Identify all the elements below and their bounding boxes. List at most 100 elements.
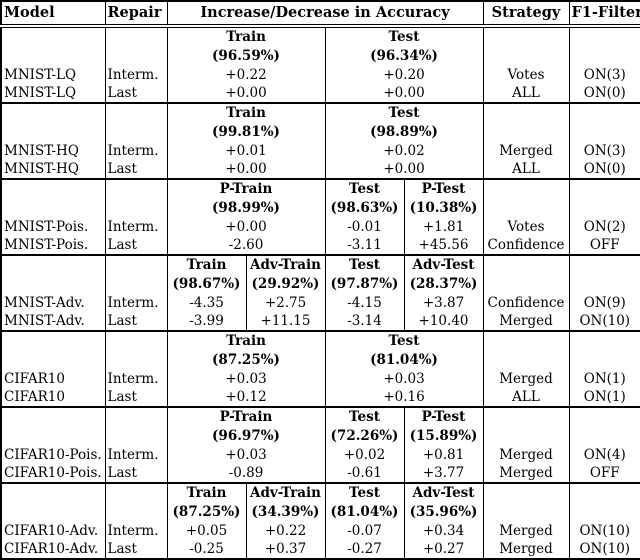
subheader-pct-row: (98.67%) (29.92%) (97.87%) (28.37%) bbox=[0, 275, 640, 294]
empty-cell bbox=[0, 47, 106, 66]
accuracy-col-pct: (35.96%) bbox=[403, 503, 484, 522]
model-cell: MNIST-Adv. bbox=[0, 312, 106, 332]
subheader-label-row: P-Train Test P-Test bbox=[0, 407, 640, 427]
accuracy-col-label: Train bbox=[166, 483, 247, 503]
model-cell: CIFAR10-Pois. bbox=[0, 464, 106, 484]
empty-cell bbox=[104, 103, 168, 123]
data-row: MNIST-HQ Interm. +0.01 +0.02 Merged ON(3… bbox=[0, 142, 640, 160]
accuracy-value-cell: +0.27 bbox=[403, 540, 484, 560]
empty-cell bbox=[104, 503, 168, 522]
f1-filter-cell: OFF bbox=[568, 236, 640, 256]
accuracy-col-pct: (96.59%) bbox=[166, 47, 326, 66]
accuracy-col-pct: (87.25%) bbox=[166, 351, 326, 370]
model-block-mnist-pois: P-Train Test P-Test (98.99%) (98.63%) (1… bbox=[0, 179, 640, 256]
accuracy-value-cell: +0.00 bbox=[166, 160, 326, 180]
accuracy-col-label: Train bbox=[166, 26, 326, 47]
accuracy-col-label: Test bbox=[324, 483, 405, 503]
accuracy-value-cell: +0.00 bbox=[324, 160, 484, 180]
strategy-cell: Merged bbox=[482, 142, 570, 160]
accuracy-value-cell: +0.34 bbox=[403, 522, 484, 540]
empty-cell bbox=[482, 26, 570, 47]
accuracy-value-cell: +0.03 bbox=[166, 446, 326, 464]
subheader-label-row: Train Test bbox=[0, 26, 640, 47]
subheader-label-row: P-Train Test P-Test bbox=[0, 179, 640, 199]
accuracy-col-pct: (81.04%) bbox=[324, 351, 484, 370]
empty-cell bbox=[104, 47, 168, 66]
empty-cell bbox=[104, 275, 168, 294]
empty-cell bbox=[0, 503, 106, 522]
data-row: CIFAR10-Pois. Last -0.89 -0.61 +3.77 Mer… bbox=[0, 464, 640, 484]
header-row: Model Repair Increase/Decrease in Accura… bbox=[0, 1, 640, 28]
model-block-cifar10: Train Test (87.25%) (81.04%) CIFAR10 Int… bbox=[0, 331, 640, 408]
empty-cell bbox=[0, 26, 106, 47]
repair-cell: Interm. bbox=[104, 66, 168, 84]
f1-filter-cell: ON(2) bbox=[568, 218, 640, 236]
strategy-cell: Merged bbox=[482, 464, 570, 484]
accuracy-col-label: Test bbox=[324, 331, 484, 351]
repair-cell: Interm. bbox=[104, 218, 168, 236]
subheader-label-row: Train Adv-Train Test Adv-Test bbox=[0, 255, 640, 275]
data-row: MNIST-Adv. Interm. -4.35 +2.75 -4.15 +3.… bbox=[0, 294, 640, 312]
accuracy-value-cell: +0.22 bbox=[166, 66, 326, 84]
accuracy-col-pct: (87.25%) bbox=[166, 503, 247, 522]
strategy-cell: Votes bbox=[482, 218, 570, 236]
accuracy-col-label: Adv-Test bbox=[403, 483, 484, 503]
accuracy-value-cell: +0.20 bbox=[324, 66, 484, 84]
empty-cell bbox=[0, 427, 106, 446]
accuracy-col-label: Train bbox=[166, 103, 326, 123]
empty-cell bbox=[482, 275, 570, 294]
accuracy-value-cell: -0.27 bbox=[324, 540, 405, 560]
empty-cell bbox=[0, 123, 106, 142]
model-block-mnist-hq: Train Test (99.81%) (98.89%) MNIST-HQ In… bbox=[0, 103, 640, 180]
empty-cell bbox=[568, 427, 640, 446]
empty-cell bbox=[568, 179, 640, 199]
accuracy-value-cell: -0.61 bbox=[324, 464, 405, 484]
accuracy-col-label: P-Test bbox=[403, 407, 484, 427]
empty-cell bbox=[104, 123, 168, 142]
accuracy-value-cell: -0.89 bbox=[166, 464, 326, 484]
strategy-cell: Merged bbox=[482, 312, 570, 332]
repair-cell: Last bbox=[104, 540, 168, 560]
accuracy-value-cell: +0.02 bbox=[324, 142, 484, 160]
accuracy-value-cell: -0.25 bbox=[166, 540, 247, 560]
empty-cell bbox=[0, 275, 106, 294]
empty-cell bbox=[0, 255, 106, 275]
accuracy-col-label: Adv-Train bbox=[245, 255, 326, 275]
subheader-label-row: Train Test bbox=[0, 331, 640, 351]
data-row: MNIST-LQ Last +0.00 +0.00 ALL ON(0) bbox=[0, 84, 640, 104]
accuracy-col-label: Train bbox=[166, 255, 247, 275]
subheader-label-row: Train Adv-Train Test Adv-Test bbox=[0, 483, 640, 503]
empty-cell bbox=[0, 179, 106, 199]
accuracy-col-pct: (10.38%) bbox=[403, 199, 484, 218]
accuracy-value-cell: +3.87 bbox=[403, 294, 484, 312]
empty-cell bbox=[0, 103, 106, 123]
accuracy-col-pct: (72.26%) bbox=[324, 427, 405, 446]
strategy-cell: Merged bbox=[482, 446, 570, 464]
data-row: MNIST-HQ Last +0.00 +0.00 ALL ON(0) bbox=[0, 160, 640, 180]
accuracy-col-pct: (81.04%) bbox=[324, 503, 405, 522]
empty-cell bbox=[104, 351, 168, 370]
accuracy-col-label: Test bbox=[324, 255, 405, 275]
accuracy-col-pct: (34.39%) bbox=[245, 503, 326, 522]
empty-cell bbox=[0, 351, 106, 370]
strategy-cell: ALL bbox=[482, 84, 570, 104]
f1-filter-cell: ON(0) bbox=[568, 160, 640, 180]
subheader-pct-row: (87.25%) (34.39%) (81.04%) (35.96%) bbox=[0, 503, 640, 522]
accuracy-value-cell: +0.12 bbox=[166, 388, 326, 408]
accuracy-col-pct: (96.34%) bbox=[324, 47, 484, 66]
col-header-model: Model bbox=[0, 1, 106, 28]
empty-cell bbox=[482, 427, 570, 446]
f1-filter-cell: ON(4) bbox=[568, 446, 640, 464]
accuracy-col-label: Adv-Test bbox=[403, 255, 484, 275]
empty-cell bbox=[568, 407, 640, 427]
f1-filter-cell: ON(3) bbox=[568, 66, 640, 84]
accuracy-col-pct: (29.92%) bbox=[245, 275, 326, 294]
accuracy-col-label: P-Train bbox=[166, 179, 326, 199]
model-cell: MNIST-HQ bbox=[0, 142, 106, 160]
repair-cell: Interm. bbox=[104, 294, 168, 312]
model-cell: MNIST-LQ bbox=[0, 84, 106, 104]
accuracy-value-cell: +3.77 bbox=[403, 464, 484, 484]
subheader-pct-row: (96.97%) (72.26%) (15.89%) bbox=[0, 427, 640, 446]
data-row: MNIST-Adv. Last -3.99 +11.15 -3.14 +10.4… bbox=[0, 312, 640, 332]
